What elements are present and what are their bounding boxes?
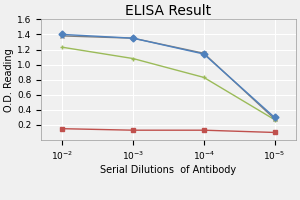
- Line: Antigen= 100ng: Antigen= 100ng: [60, 32, 277, 120]
- Antigen= 100ng: [202, 53, 206, 55]
- Antigen= 50ng: [131, 57, 135, 60]
- Title: ELISA Result: ELISA Result: [125, 4, 212, 18]
- X-axis label: Serial Dilutions  of Antibody: Serial Dilutions of Antibody: [100, 165, 236, 175]
- Antigen= 10ng: [61, 35, 64, 37]
- Line: Antigen= 50ng: Antigen= 50ng: [60, 45, 277, 122]
- Line: Control Antigen = 100ng: Control Antigen = 100ng: [60, 126, 277, 135]
- Control Antigen = 100ng: [273, 131, 276, 134]
- Antigen= 50ng: [273, 118, 276, 121]
- Antigen= 100ng: [273, 116, 276, 119]
- Antigen= 10ng: [131, 37, 135, 39]
- Y-axis label: O.D. Reading: O.D. Reading: [4, 48, 14, 112]
- Antigen= 10ng: [273, 118, 276, 120]
- Antigen= 10ng: [202, 52, 206, 54]
- Antigen= 50ng: [61, 46, 64, 48]
- Antigen= 50ng: [202, 76, 206, 79]
- Control Antigen = 100ng: [61, 127, 64, 130]
- Control Antigen = 100ng: [131, 129, 135, 131]
- Control Antigen = 100ng: [202, 129, 206, 131]
- Line: Antigen= 10ng: Antigen= 10ng: [60, 33, 277, 121]
- Antigen= 100ng: [131, 37, 135, 39]
- Antigen= 100ng: [61, 33, 64, 36]
